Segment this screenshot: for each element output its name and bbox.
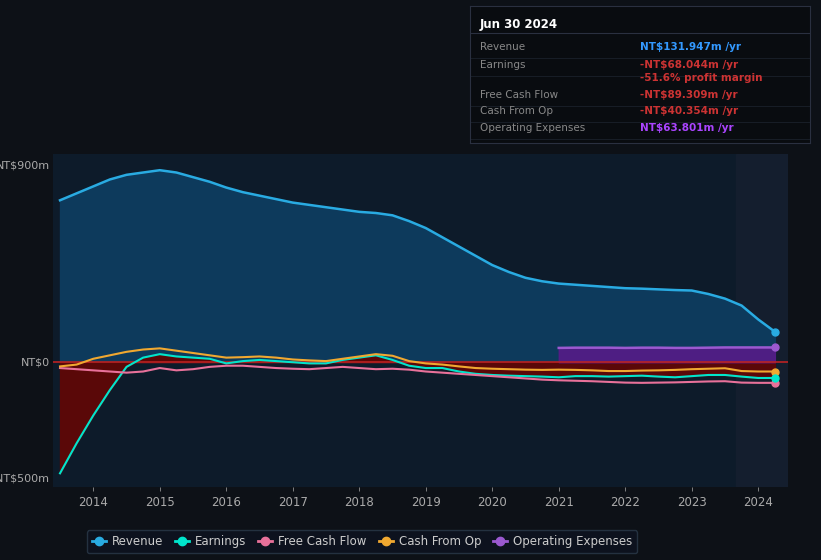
Text: Free Cash Flow: Free Cash Flow bbox=[479, 90, 558, 100]
Text: Cash From Op: Cash From Op bbox=[479, 106, 553, 116]
Text: -51.6% profit margin: -51.6% profit margin bbox=[640, 73, 763, 83]
Text: -NT$89.309m /yr: -NT$89.309m /yr bbox=[640, 90, 737, 100]
Text: Operating Expenses: Operating Expenses bbox=[479, 123, 585, 133]
Text: NT$0: NT$0 bbox=[21, 357, 50, 367]
Text: NT$131.947m /yr: NT$131.947m /yr bbox=[640, 42, 741, 52]
Text: -NT$40.354m /yr: -NT$40.354m /yr bbox=[640, 106, 738, 116]
Text: -NT$500m: -NT$500m bbox=[0, 474, 50, 484]
Text: Earnings: Earnings bbox=[479, 59, 525, 69]
Text: Jun 30 2024: Jun 30 2024 bbox=[479, 18, 558, 31]
Text: NT$900m: NT$900m bbox=[0, 161, 50, 171]
Legend: Revenue, Earnings, Free Cash Flow, Cash From Op, Operating Expenses: Revenue, Earnings, Free Cash Flow, Cash … bbox=[87, 530, 637, 553]
Text: Revenue: Revenue bbox=[479, 42, 525, 52]
Text: NT$63.801m /yr: NT$63.801m /yr bbox=[640, 123, 734, 133]
Text: -NT$68.044m /yr: -NT$68.044m /yr bbox=[640, 59, 738, 69]
Bar bbox=[736, 154, 788, 487]
